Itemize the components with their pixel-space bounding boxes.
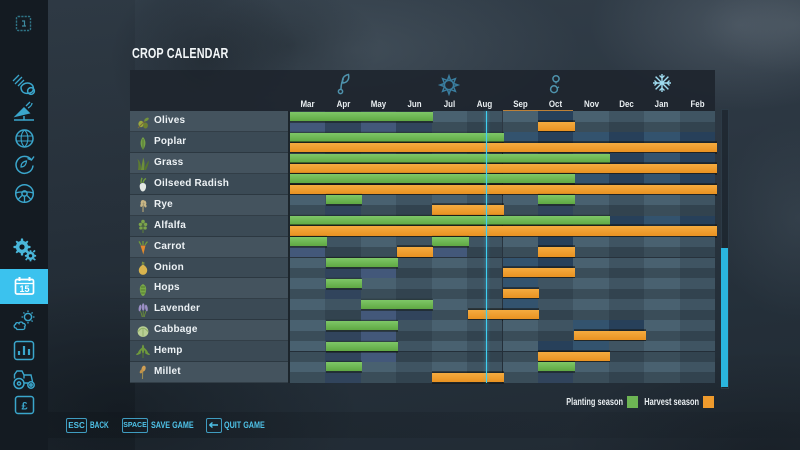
svg-text:£: £	[21, 401, 27, 413]
svg-text:15: 15	[19, 284, 29, 294]
